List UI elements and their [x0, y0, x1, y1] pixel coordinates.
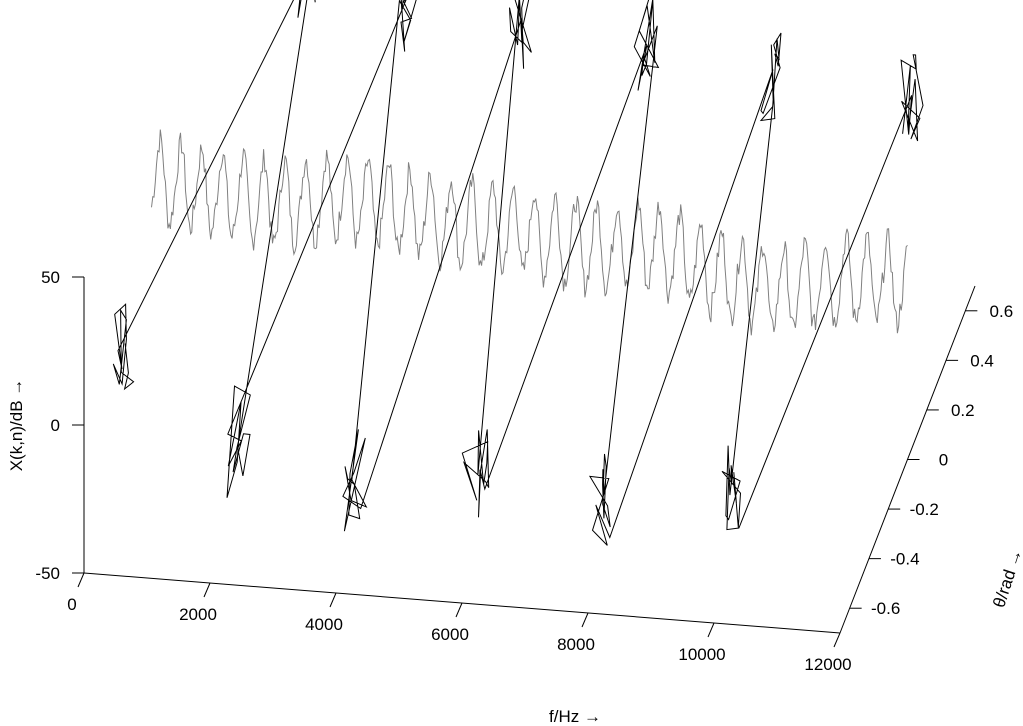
y-tick-label: 0.2	[951, 401, 975, 420]
x-tick-mark	[329, 592, 337, 608]
x-tick-mark	[203, 582, 211, 598]
series-black-line	[112, 0, 924, 546]
x-tick-label: 12000	[804, 655, 851, 674]
series-layer	[112, 0, 924, 546]
x-tick-label: 10000	[678, 645, 725, 664]
y-axis-title: θ/rad →	[989, 547, 1023, 610]
y-ticks: -0.6 -0.4 -0.2 0 0.2 0.4 0.6	[849, 302, 1014, 618]
z-tick-label: 0	[51, 416, 60, 435]
y-tick-label: -0.2	[910, 500, 939, 519]
z-ticks: -50 0 50	[35, 268, 84, 583]
z-tick-label: 50	[41, 268, 60, 287]
y-tick-label: -0.6	[871, 599, 900, 618]
x-tick-label: 4000	[305, 615, 343, 634]
x-ticks: 0 2000 4000 6000 8000 10000 12000	[67, 572, 852, 674]
x-tick-label: 8000	[557, 635, 595, 654]
y-tick-label: 0.6	[990, 302, 1014, 321]
x-tick-label: 0	[67, 595, 76, 614]
y-tick-label: -0.4	[890, 550, 919, 569]
x-axis-title: f/Hz →	[549, 707, 601, 726]
z-axis-title: X(k,n)/dB →	[7, 379, 26, 472]
x-tick-label: 2000	[179, 605, 217, 624]
x-tick-mark	[581, 612, 589, 628]
series-gray-line	[151, 129, 908, 336]
y-tick-label: 0.4	[970, 351, 994, 370]
x-tick-mark	[833, 632, 841, 648]
y-tick-label: 0	[939, 451, 948, 470]
axes-group	[83, 277, 976, 634]
x-tick-mark	[707, 622, 715, 638]
x-tick-mark	[455, 602, 463, 618]
z-tick-label: -50	[35, 564, 60, 583]
x-tick-mark	[77, 572, 85, 588]
x-tick-label: 6000	[431, 625, 469, 644]
